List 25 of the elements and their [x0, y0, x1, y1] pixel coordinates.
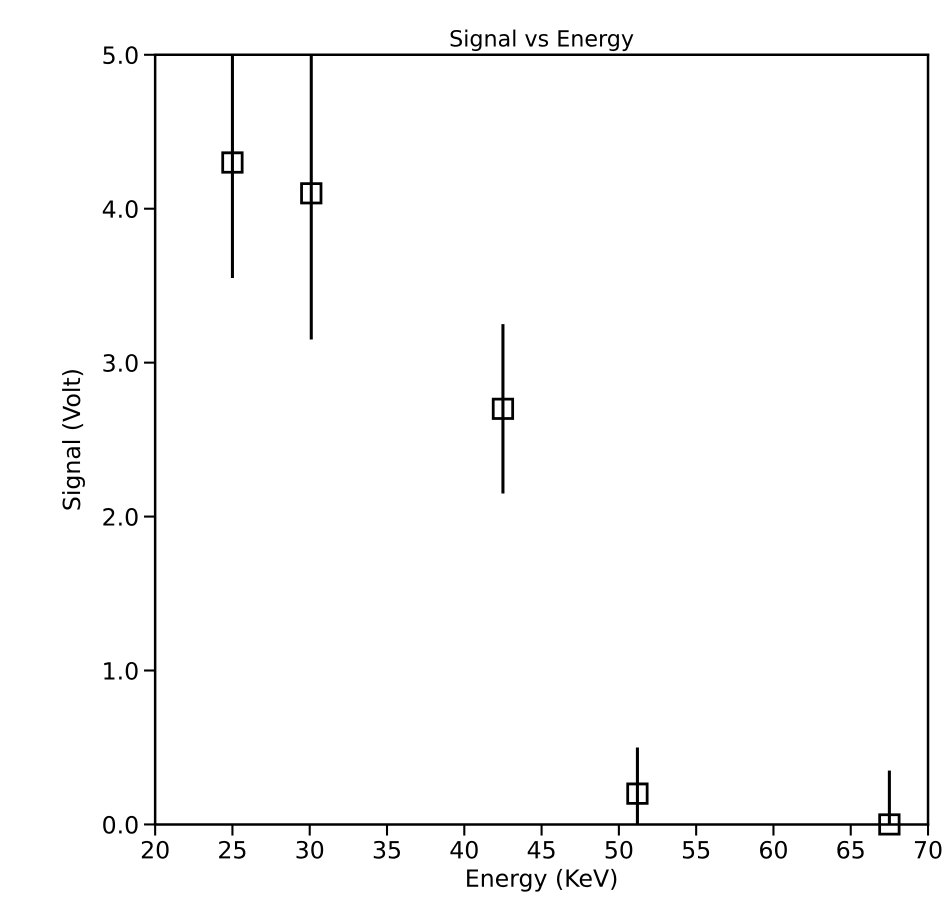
chart-title: Signal vs Energy [450, 30, 634, 52]
point [878, 813, 900, 836]
x-tick-label: 45 [528, 841, 555, 859]
y-tick-label: 4.0 [102, 200, 138, 218]
x-tick-label: 35 [374, 840, 400, 859]
x-tick-label: 30 [296, 840, 324, 859]
y-tick-label: 5.0 [103, 46, 138, 64]
point [300, 182, 322, 204]
x-tick-label: 65 [837, 840, 864, 859]
y-tick-label: 0.0 [103, 816, 138, 834]
point [626, 782, 649, 805]
y-tick-label: 3.0 [103, 354, 138, 372]
y-axis-title: Signal (Volt) [62, 370, 85, 510]
y-tick-label: 2.0 [103, 508, 138, 526]
x-tick-label: 50 [606, 840, 632, 859]
x-tick-label: 20 [142, 840, 169, 859]
x-tick-label: 70 [914, 840, 942, 859]
x-axis-title: Energy (KeV) [467, 868, 616, 892]
x-tick-label: 25 [219, 840, 246, 859]
x-tick-label: 55 [682, 841, 710, 859]
x-tick-label: 60 [760, 840, 787, 859]
point [221, 151, 244, 174]
y-tick-label: 1.0 [104, 662, 138, 680]
x-tick-label: 40 [450, 840, 478, 859]
point [492, 398, 514, 420]
